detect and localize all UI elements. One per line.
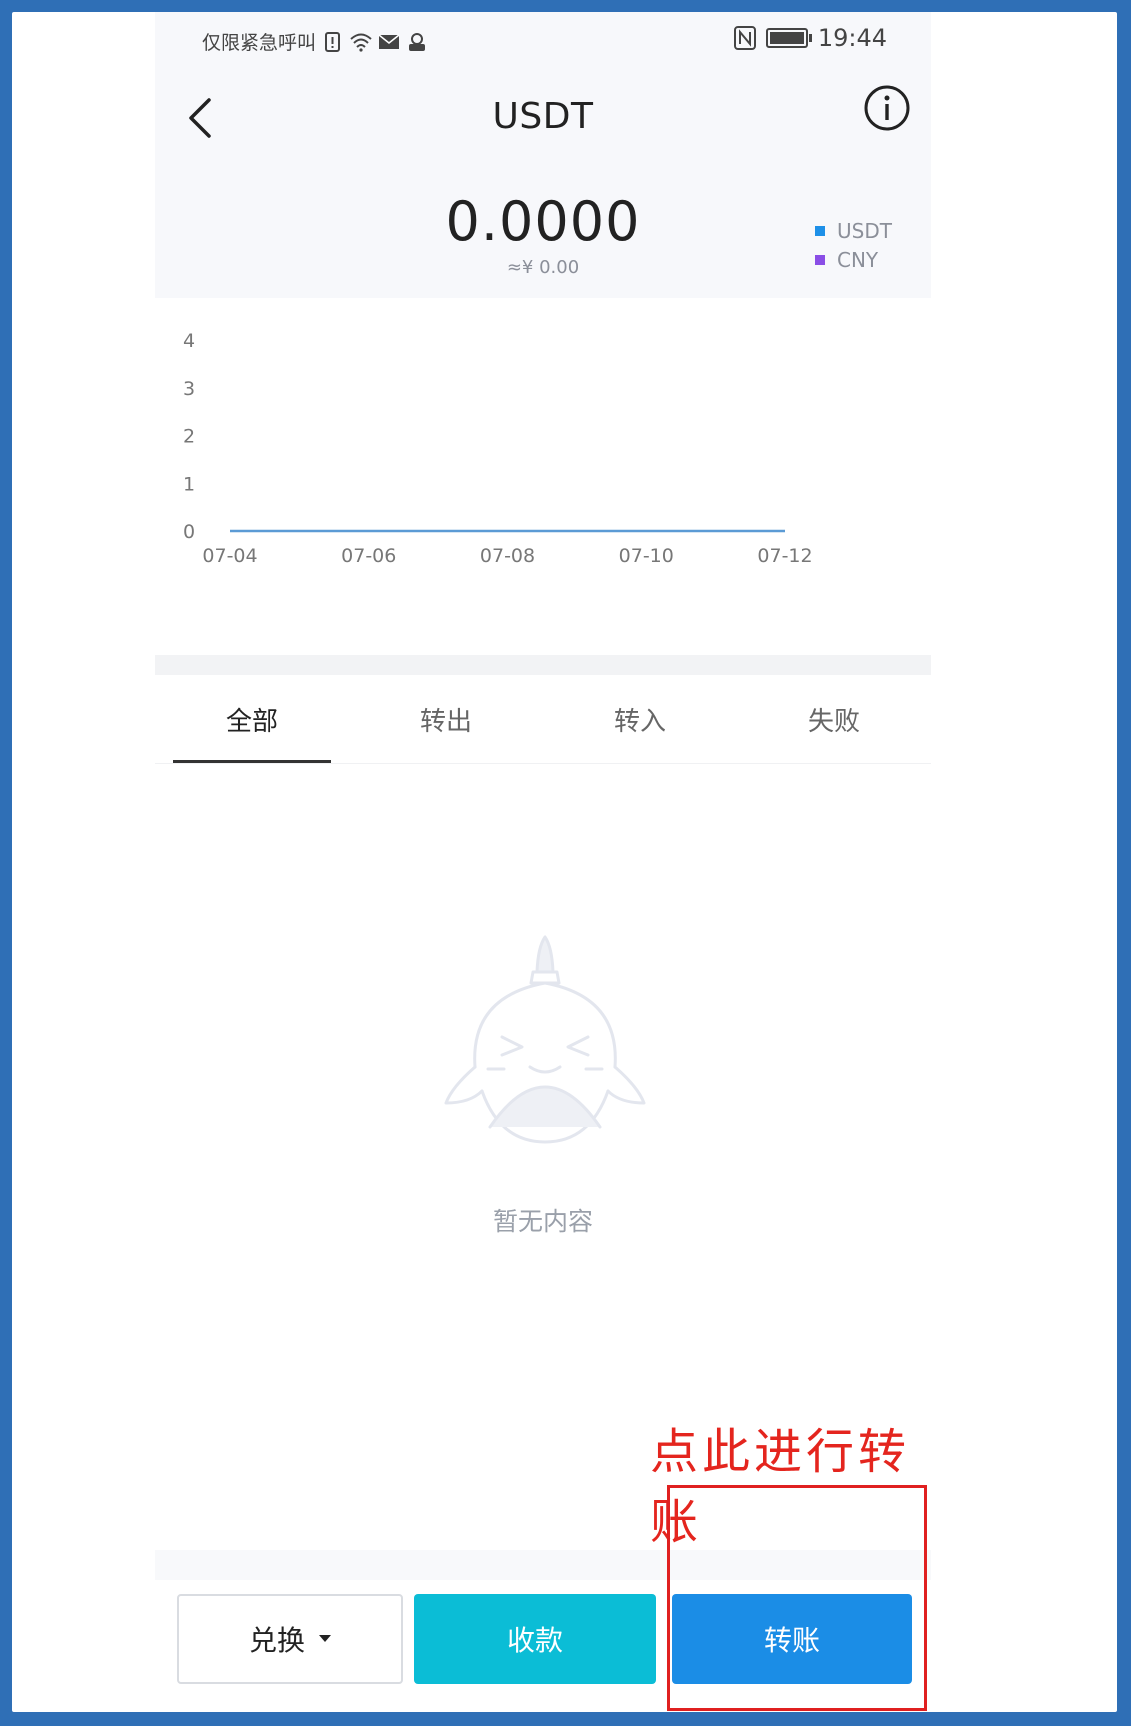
tab-failed[interactable]: 失败 <box>807 706 860 737</box>
status-time: 19:44 <box>817 24 887 52</box>
transaction-tabs: 全部 转出 转入 失败 <box>155 675 931 764</box>
legend-item-cny: CNY <box>815 245 892 274</box>
chart-legend: USDT CNY <box>815 216 892 274</box>
sim-alert-icon <box>325 31 341 52</box>
legend-item-usdt: USDT <box>815 216 892 245</box>
transfer-button[interactable]: 转账 <box>672 1594 912 1684</box>
tab-outgoing[interactable]: 转出 <box>419 706 472 737</box>
exchange-button[interactable]: 兑换 <box>177 1594 403 1684</box>
balance-chart: 0 1 2 3 4 07-04 07-06 07-08 07-10 07-12 <box>183 330 813 567</box>
legend-swatch-cny <box>815 254 825 265</box>
status-bar-left: 仅限紧急呼叫 <box>202 28 428 55</box>
x-tick-label: 07-06 <box>341 545 396 567</box>
x-tick-label: 07-12 <box>757 545 812 567</box>
phone-screen: 仅限紧急呼叫 <box>155 12 931 1712</box>
y-tick-label: 2 <box>183 426 195 448</box>
caret-down-icon <box>319 1635 331 1642</box>
x-tick-label: 07-04 <box>202 545 257 567</box>
exchange-label: 兑换 <box>248 1624 305 1657</box>
nfc-icon <box>733 26 756 50</box>
notification-icon <box>409 32 426 51</box>
x-tick-label: 07-10 <box>619 545 674 567</box>
legend-swatch-usdt <box>815 225 825 236</box>
legend-label-usdt: USDT <box>837 218 892 243</box>
balance-amount: 0.0000 <box>445 190 641 253</box>
receive-button[interactable]: 收款 <box>414 1594 656 1684</box>
legend-label-cny: CNY <box>837 247 879 272</box>
battery-icon <box>765 28 812 48</box>
section-divider <box>155 655 931 675</box>
mail-icon <box>378 33 400 49</box>
screenshot-frame: 仅限紧急呼叫 <box>12 12 1117 1712</box>
fiat-value: ≈¥ 0.00 <box>506 257 580 278</box>
wifi-icon <box>350 33 372 52</box>
y-tick-label: 0 <box>183 521 195 543</box>
status-bar-right: 19:44 <box>733 24 887 52</box>
page-title: USDT <box>492 96 594 137</box>
annotation-text: 点此进行转账 <box>650 1424 911 1550</box>
tab-incoming[interactable]: 转入 <box>613 706 666 737</box>
empty-mascot-icon <box>444 935 646 1144</box>
header-section: 仅限紧急呼叫 <box>155 12 931 298</box>
annotation-highlight-box <box>667 1485 927 1711</box>
tab-all[interactable]: 全部 <box>155 675 349 763</box>
bottom-band <box>155 1550 931 1580</box>
info-icon[interactable] <box>863 84 911 132</box>
x-tick-label: 07-08 <box>480 545 535 567</box>
y-tick-label: 3 <box>183 378 195 400</box>
back-arrow-icon[interactable] <box>183 94 219 142</box>
emergency-call-text: 仅限紧急呼叫 <box>202 32 317 54</box>
y-tick-label: 1 <box>183 473 195 495</box>
y-tick-label: 4 <box>183 330 195 352</box>
empty-state-text: 暂无内容 <box>492 1207 593 1236</box>
